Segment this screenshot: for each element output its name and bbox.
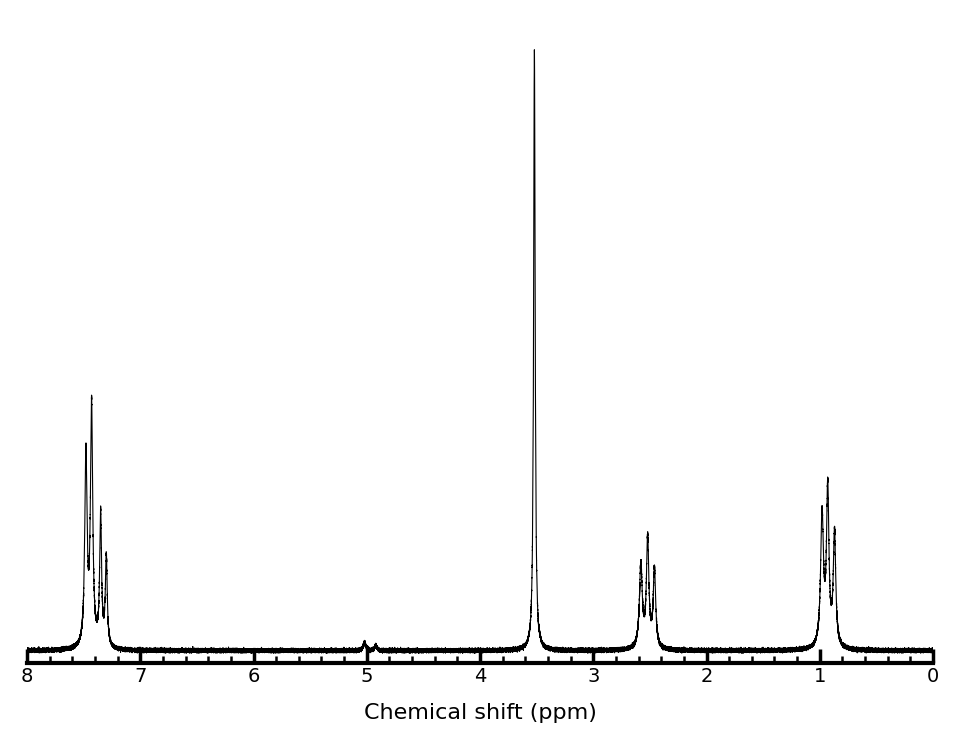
X-axis label: Chemical shift (ppm): Chemical shift (ppm) xyxy=(364,703,596,723)
